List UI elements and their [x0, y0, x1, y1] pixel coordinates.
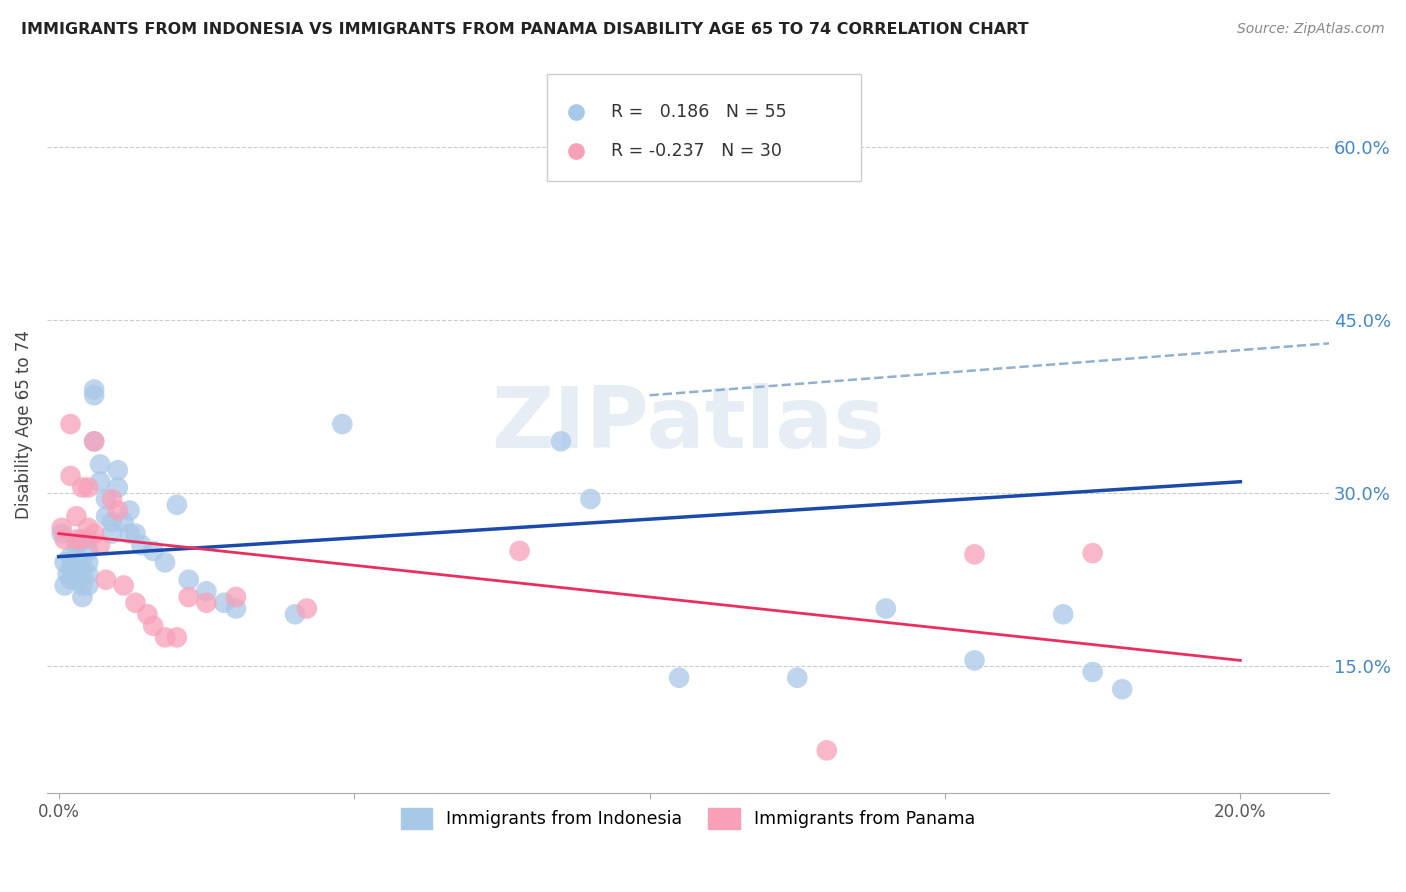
Point [101, 491, 124, 506]
Point [118, 526, 141, 541]
Point [89, 538, 111, 552]
Point [94, 509, 117, 524]
Point [72, 578, 94, 592]
Point [72, 566, 94, 581]
Point [107, 481, 129, 495]
Point [195, 596, 218, 610]
FancyBboxPatch shape [547, 73, 860, 180]
Point [83, 383, 105, 397]
Point [579, 491, 602, 506]
Point [1081, 665, 1104, 679]
Point [83, 434, 105, 449]
Point [77, 556, 100, 570]
Point [225, 590, 247, 604]
Point [72, 533, 94, 547]
Point [225, 601, 247, 615]
Point [509, 544, 531, 558]
Point [284, 607, 307, 622]
Point [1081, 546, 1104, 560]
Point [53, 533, 76, 547]
Point [59, 549, 82, 564]
Point [65, 549, 87, 564]
Point [65, 573, 87, 587]
Point [89, 458, 111, 472]
Point [53, 556, 76, 570]
Point [83, 434, 105, 449]
Point [1111, 682, 1133, 697]
Legend: Immigrants from Indonesia, Immigrants from Panama: Immigrants from Indonesia, Immigrants fr… [394, 801, 981, 836]
Text: Source: ZipAtlas.com: Source: ZipAtlas.com [1237, 22, 1385, 37]
Point [94, 491, 117, 506]
Text: ZIPatlas: ZIPatlas [491, 383, 884, 466]
Point [72, 590, 94, 604]
Point [875, 601, 897, 615]
Point [153, 556, 176, 570]
Point [65, 561, 87, 575]
Point [51, 526, 73, 541]
Point [59, 573, 82, 587]
Point [107, 503, 129, 517]
Point [124, 526, 146, 541]
Text: IMMIGRANTS FROM INDONESIA VS IMMIGRANTS FROM PANAMA DISABILITY AGE 65 TO 74 CORR: IMMIGRANTS FROM INDONESIA VS IMMIGRANTS … [21, 22, 1029, 37]
Point [51, 521, 73, 535]
Point [72, 556, 94, 570]
Point [56, 566, 79, 581]
Point [963, 653, 986, 667]
Point [77, 481, 100, 495]
Point [101, 526, 124, 541]
Point [89, 475, 111, 489]
Point [59, 561, 82, 575]
Point [77, 521, 100, 535]
Y-axis label: Disability Age 65 to 74: Disability Age 65 to 74 [15, 330, 32, 518]
Point [177, 573, 200, 587]
Point [53, 578, 76, 592]
Point [72, 481, 94, 495]
Point [65, 533, 87, 547]
Point [295, 601, 318, 615]
Point [131, 538, 153, 552]
Point [212, 596, 235, 610]
Point [77, 533, 100, 547]
Point [65, 509, 87, 524]
Point [550, 434, 572, 449]
Point [786, 671, 808, 685]
Point [83, 388, 105, 402]
Point [101, 515, 124, 529]
Point [1052, 607, 1074, 622]
Point [59, 417, 82, 431]
Point [330, 417, 353, 431]
Point [65, 538, 87, 552]
Point [963, 547, 986, 561]
Point [153, 631, 176, 645]
Point [177, 590, 200, 604]
Point [118, 503, 141, 517]
Text: R = -0.237   N = 30: R = -0.237 N = 30 [612, 142, 782, 160]
Point [136, 607, 159, 622]
Point [142, 544, 165, 558]
Point [59, 469, 82, 483]
Point [668, 671, 690, 685]
Point [112, 515, 135, 529]
Point [166, 498, 188, 512]
Point [83, 526, 105, 541]
Point [112, 578, 135, 592]
Point [166, 631, 188, 645]
Point [124, 596, 146, 610]
Point [77, 566, 100, 581]
Point [195, 584, 218, 599]
Point [142, 619, 165, 633]
Point [77, 544, 100, 558]
Point [94, 573, 117, 587]
Point [77, 578, 100, 592]
Point [815, 743, 838, 757]
Point [756, 163, 779, 178]
Point [107, 463, 129, 477]
Text: R =   0.186   N = 55: R = 0.186 N = 55 [612, 103, 786, 121]
